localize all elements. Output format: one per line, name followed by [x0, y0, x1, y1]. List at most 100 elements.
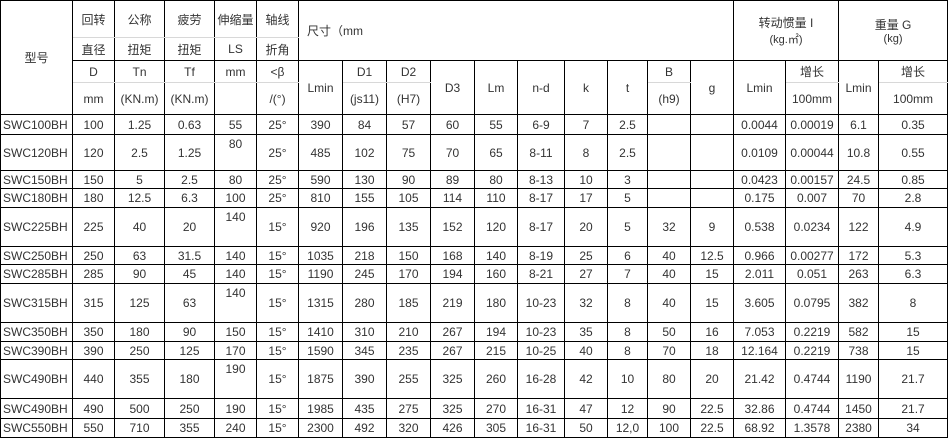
value-cell: 172 — [838, 246, 880, 265]
value-cell: 738 — [838, 341, 880, 360]
header-beta-3: <β — [256, 60, 299, 83]
value-cell: 150 — [72, 170, 115, 189]
value-cell: 0.175 — [733, 188, 786, 208]
value-cell: 140 — [214, 264, 257, 284]
value-cell: 390 — [342, 359, 387, 399]
value-cell: 15° — [256, 359, 299, 399]
value-cell: 63 — [164, 283, 215, 323]
value-cell: 0.63 — [164, 114, 215, 135]
table-row: SWC250BH 250 63 31.5 140 15° 1035 218 150 168 140 8… — [0, 246, 948, 265]
header-tn-1: 公称 — [114, 0, 165, 38]
value-cell: 40 — [647, 246, 691, 265]
value-cell: 40 — [647, 283, 691, 323]
value-cell: 100 — [647, 418, 691, 438]
value-cell: 155 — [342, 188, 387, 208]
value-cell — [690, 114, 734, 135]
value-cell: 185 — [386, 283, 431, 323]
value-cell: 15° — [256, 322, 299, 342]
model-cell: SWC150BH — [0, 170, 73, 189]
value-cell: 84 — [342, 114, 387, 135]
value-cell: 225 — [72, 207, 115, 247]
value-cell: 7.053 — [733, 322, 786, 342]
value-cell: 305 — [474, 418, 518, 438]
value-cell: 810 — [298, 188, 343, 208]
value-cell: 90 — [164, 322, 215, 342]
value-cell: 15° — [256, 398, 299, 419]
value-cell: 125 — [164, 341, 215, 360]
value-cell: 12,0 — [607, 418, 648, 438]
header-inertia: 转动惯量 I (kg.㎡) — [732, 0, 840, 61]
value-cell: 315 — [72, 283, 115, 323]
value-cell: 0.85 — [878, 170, 948, 189]
value-cell: 2300 — [298, 418, 343, 438]
value-cell: 6.3 — [878, 264, 948, 284]
table-row: SWC225BH 225 40 20 140 15° 920 196 135 152 120 8-17… — [0, 207, 948, 247]
header-tn-2: 扭矩 — [114, 37, 165, 61]
table-row: SWC150BH 150 5 2.5 80 25° 590 130 90 89 80 8-13 10 3 0… — [0, 170, 948, 189]
value-cell: 240 — [214, 418, 257, 438]
value-cell: 10-23 — [517, 283, 565, 323]
value-cell: 90 — [386, 170, 431, 189]
value-cell: 170 — [386, 264, 431, 284]
header-d1: D1 — [342, 60, 387, 83]
value-cell: 270 — [474, 398, 518, 419]
value-cell: 1.3578 — [784, 418, 840, 438]
value-cell: 135 — [386, 207, 431, 247]
value-cell: 190 — [214, 398, 257, 419]
value-cell: 15° — [256, 246, 299, 265]
value-cell: 0.00277 — [784, 246, 840, 265]
value-cell: 350 — [72, 322, 115, 342]
value-cell: 8-21 — [517, 264, 565, 284]
value-cell: 500 — [114, 398, 165, 419]
value-cell: 140 — [214, 246, 257, 265]
value-cell: 18 — [690, 341, 734, 360]
header-tf-4: (KN.m) — [164, 82, 215, 115]
table-body: SWC100BH 100 1.25 0.63 55 25° 390 84 57 60 55 6-9 7 2… — [0, 114, 948, 438]
value-cell: 1.25 — [114, 114, 165, 135]
value-cell: 5 — [114, 170, 165, 189]
model-cell: SWC550BH — [0, 418, 73, 438]
header-weight: 重量 G (kg) — [838, 0, 948, 61]
value-cell: 8-13 — [517, 170, 565, 189]
value-cell: 25° — [256, 188, 299, 208]
value-cell: 490 — [72, 398, 115, 419]
value-cell: 8 — [878, 283, 948, 323]
value-cell: 3.605 — [733, 283, 786, 323]
value-cell: 70 — [647, 341, 691, 360]
header-ls-3: mm — [214, 60, 257, 83]
value-cell — [647, 114, 691, 135]
value-cell: 27 — [564, 264, 608, 284]
header-beta-1: 轴线 — [256, 0, 299, 38]
value-cell: 60 — [430, 114, 475, 135]
value-cell: 435 — [342, 398, 387, 419]
header-b: B — [647, 60, 691, 83]
value-cell: 10-23 — [517, 322, 565, 342]
model-cell: SWC490BH — [0, 398, 73, 419]
value-cell: 120 — [474, 207, 518, 247]
value-cell: 180 — [164, 359, 215, 399]
table-row: SWC120BH 120 2.5 1.25 80 25° 485 102 75 70 65 8-11 8… — [0, 134, 948, 171]
value-cell: 16-28 — [517, 359, 565, 399]
value-cell: 6.3 — [164, 188, 215, 208]
header-inertia-title: 转动惯量 I — [758, 16, 814, 30]
value-cell: 40 — [114, 207, 165, 247]
value-cell: 0.0044 — [733, 114, 786, 135]
value-cell: 50 — [647, 322, 691, 342]
value-cell — [690, 188, 734, 208]
header-weight-inc: 增长 — [878, 60, 948, 83]
value-cell: 65 — [474, 134, 518, 171]
value-cell: 50 — [564, 418, 608, 438]
table-row: SWC390BH 390 250 125 170 15° 1590 345 235 267 215 1… — [0, 341, 948, 360]
value-cell: 114 — [430, 188, 475, 208]
value-cell: 16-31 — [517, 418, 565, 438]
value-cell: 0.0423 — [733, 170, 786, 189]
header-d-1: 回转 — [72, 0, 115, 38]
header-tf-1: 疲劳 — [164, 0, 215, 38]
value-cell: 6 — [607, 246, 648, 265]
header-model: 型号 — [0, 0, 73, 115]
header-d3: D3 — [430, 60, 475, 115]
value-cell: 492 — [342, 418, 387, 438]
value-cell: 0.00019 — [784, 114, 840, 135]
value-cell: 122 — [838, 207, 880, 247]
value-cell: 22.5 — [690, 418, 734, 438]
